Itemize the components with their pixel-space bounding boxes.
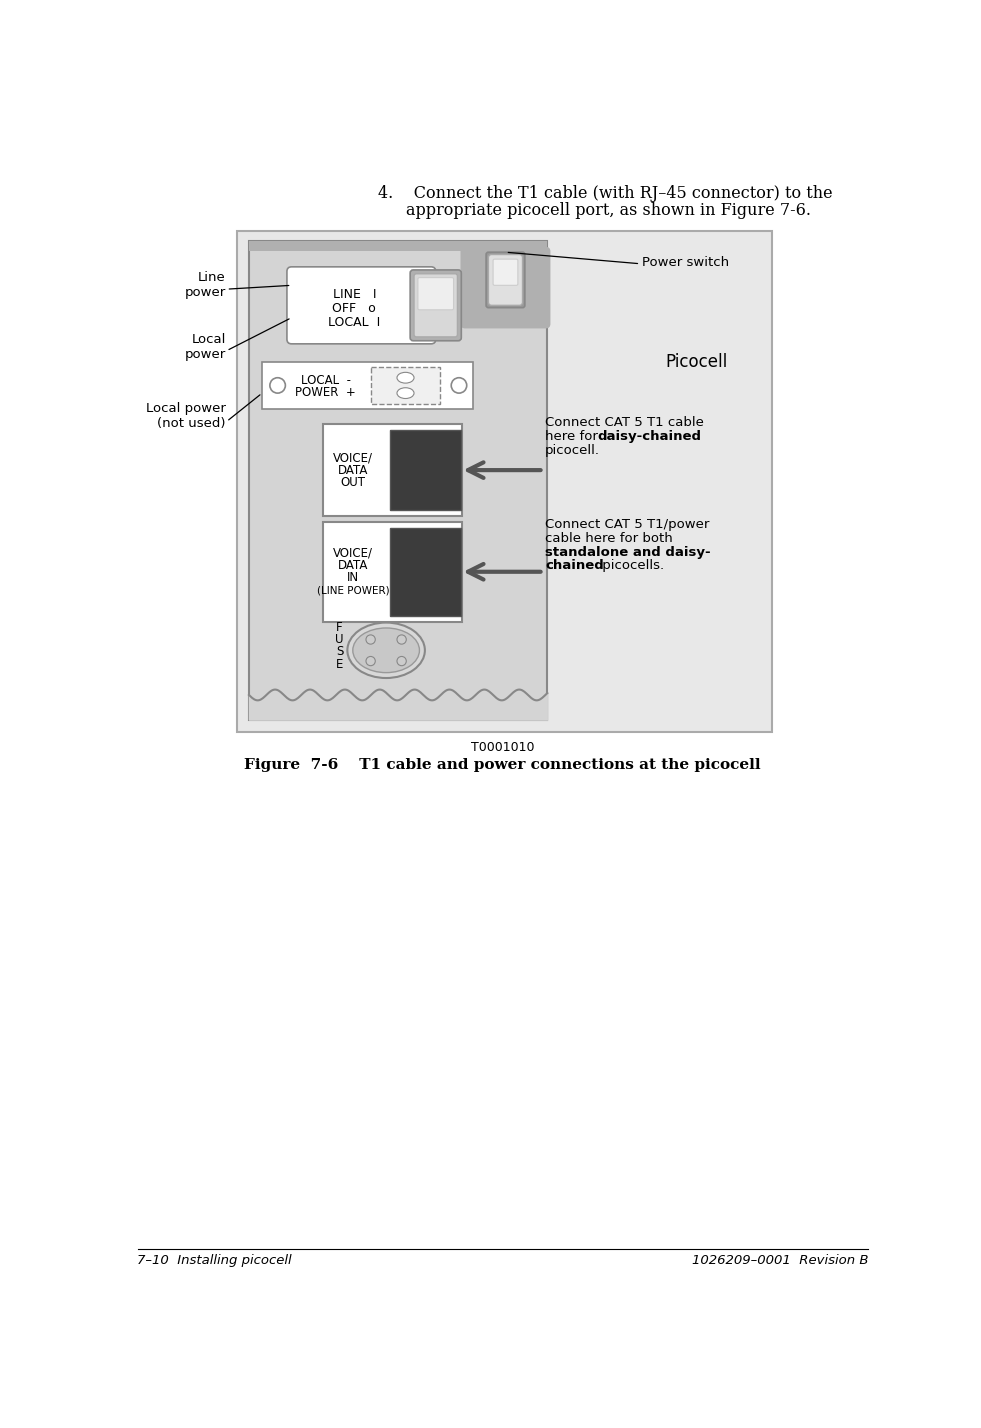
Circle shape [270, 378, 285, 393]
Text: F: F [336, 621, 343, 634]
FancyBboxPatch shape [493, 258, 518, 286]
Text: Local power
(not used): Local power (not used) [146, 403, 226, 430]
Bar [371, 367, 440, 404]
Ellipse shape [397, 373, 414, 383]
FancyBboxPatch shape [418, 277, 453, 310]
Text: daisy-chained: daisy-chained [597, 430, 701, 443]
Circle shape [397, 657, 406, 665]
Text: Picocell: Picocell [665, 353, 727, 371]
Bar [237, 231, 772, 733]
Text: 4.    Connect the T1 cable (with RJ–45 connector) to the: 4. Connect the T1 cable (with RJ–45 conn… [379, 186, 833, 203]
FancyBboxPatch shape [286, 267, 436, 344]
Text: Figure  7-6    T1 cable and power connections at the picocell: Figure 7-6 T1 cable and power connection… [244, 758, 760, 773]
Text: 1026209–0001  Revision B: 1026209–0001 Revision B [693, 1254, 869, 1268]
Bar [249, 241, 547, 720]
Circle shape [451, 378, 467, 393]
Text: T0001010: T0001010 [471, 741, 534, 754]
FancyBboxPatch shape [487, 253, 525, 307]
Text: POWER  +: POWER + [295, 386, 356, 398]
Text: DATA: DATA [338, 464, 369, 477]
Text: Power switch: Power switch [642, 256, 729, 268]
Ellipse shape [397, 388, 414, 398]
Bar [323, 521, 462, 621]
Text: LINE   I: LINE I [333, 288, 376, 301]
FancyBboxPatch shape [414, 274, 457, 337]
FancyBboxPatch shape [460, 247, 550, 328]
FancyBboxPatch shape [410, 270, 461, 341]
Text: LOCAL  -: LOCAL - [300, 374, 350, 387]
Text: Connect CAT 5 T1/power: Connect CAT 5 T1/power [545, 518, 709, 531]
Text: Local
power: Local power [184, 333, 226, 361]
FancyBboxPatch shape [489, 254, 523, 306]
Text: IN: IN [347, 571, 359, 584]
Text: LOCAL  I: LOCAL I [329, 316, 381, 328]
Text: VOICE/: VOICE/ [334, 451, 373, 464]
Text: chained: chained [545, 560, 603, 573]
Text: (LINE POWER): (LINE POWER) [317, 585, 389, 595]
Bar [262, 363, 473, 408]
Bar [323, 424, 462, 517]
Text: standalone and daisy-: standalone and daisy- [545, 545, 710, 558]
Text: U: U [336, 633, 344, 645]
Text: VOICE/: VOICE/ [334, 547, 373, 560]
Text: Connect CAT 5 T1 cable: Connect CAT 5 T1 cable [545, 416, 704, 430]
Text: here for: here for [545, 430, 602, 443]
Ellipse shape [347, 623, 425, 678]
Circle shape [366, 657, 376, 665]
Circle shape [397, 635, 406, 644]
Bar [389, 430, 460, 510]
Text: S: S [336, 645, 343, 658]
Bar [389, 528, 460, 615]
Text: Line
power: Line power [184, 271, 226, 300]
Text: appropriate picocell port, as shown in Figure 7-6.: appropriate picocell port, as shown in F… [405, 203, 810, 218]
Text: cable here for both: cable here for both [545, 531, 673, 544]
Text: OUT: OUT [340, 476, 366, 488]
Text: picocell.: picocell. [545, 444, 600, 457]
Text: OFF   o: OFF o [333, 303, 377, 316]
Bar [249, 241, 547, 251]
Text: picocells.: picocells. [598, 560, 664, 573]
Text: E: E [336, 658, 343, 671]
Circle shape [366, 635, 376, 644]
Text: DATA: DATA [338, 560, 369, 573]
Text: 7–10  Installing picocell: 7–10 Installing picocell [136, 1254, 291, 1268]
Ellipse shape [353, 628, 420, 673]
